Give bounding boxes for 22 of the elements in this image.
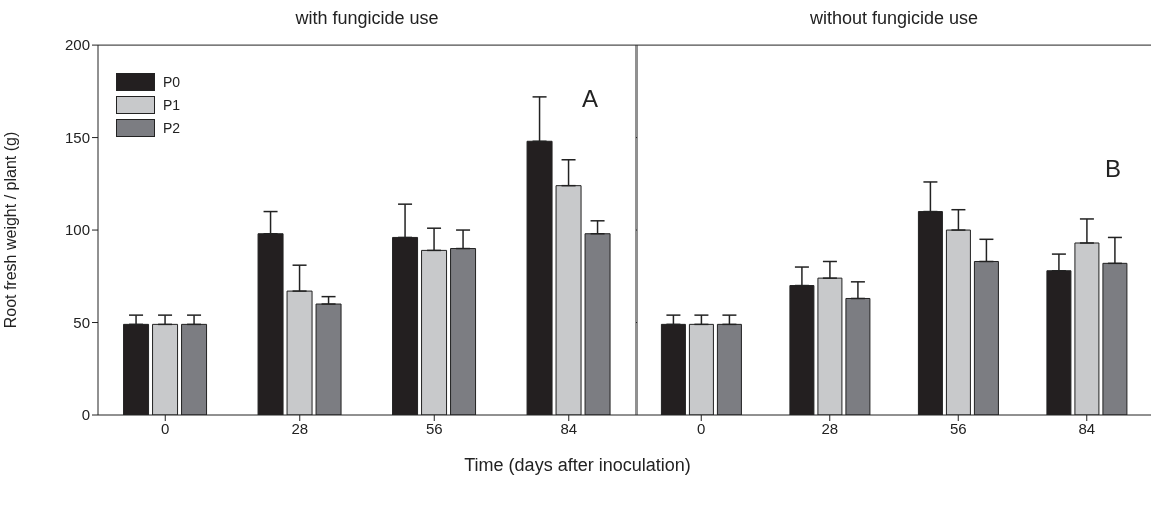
annotation: B [1104, 155, 1121, 183]
chart-title: without fungicide use [808, 8, 980, 29]
x-tick-label: 0 [161, 419, 170, 437]
legend-label: P2 [162, 118, 181, 138]
annotation: A [581, 85, 598, 113]
x-tick-label: 84 [560, 419, 578, 437]
x-tick-label: 28 [291, 419, 309, 437]
x-tick-label: 56 [425, 419, 443, 437]
x-tick-label: 56 [949, 419, 967, 437]
y-tick-label: 0 [81, 406, 90, 424]
x-tick-label: 28 [821, 419, 839, 437]
x-axis-title: Time (days after inoculation) [463, 455, 692, 476]
y-tick-label: 100 [64, 221, 90, 239]
legend-label: P1 [162, 95, 181, 115]
legend-label: P0 [162, 72, 181, 92]
y-tick-label: 200 [64, 36, 90, 54]
x-tick-label: 0 [697, 419, 706, 437]
chart-title: with fungicide use [294, 8, 440, 29]
y-tick-label: 150 [64, 128, 90, 146]
x-tick-label: 84 [1078, 419, 1096, 437]
y-tick-label: 50 [73, 313, 90, 331]
y-axis-title: Root fresh weight / plant (g) [1, 131, 19, 329]
